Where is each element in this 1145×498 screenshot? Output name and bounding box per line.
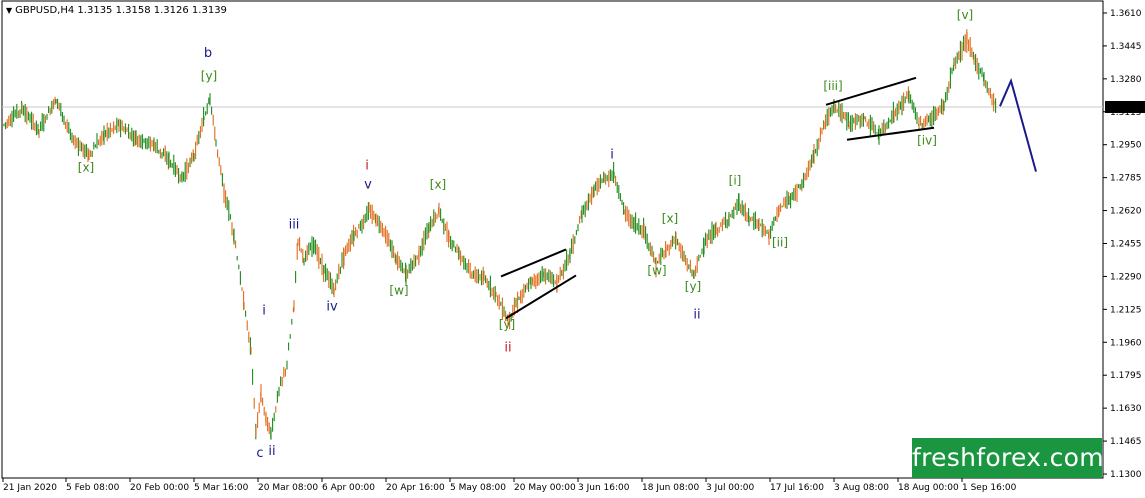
ohlc-values: 1.3135 1.3158 1.3126 1.3139 [77, 5, 227, 16]
y-tick-label: 1.3280 [1110, 75, 1142, 85]
x-tick-label: 18 Jun 08:00 [642, 483, 699, 493]
price-tag-label: 1.3139 [1109, 103, 1141, 113]
x-tick-label: 18 Aug 00:00 [898, 483, 959, 493]
x-tick-label: 3 Aug 08:00 [834, 483, 889, 493]
wave-label: v [364, 178, 372, 193]
symbol-label: GBPUSD,H4 [15, 5, 75, 16]
y-tick-label: 1.2785 [1110, 174, 1142, 184]
wave-label: c [256, 446, 263, 461]
forecast-arrow [999, 77, 1037, 172]
wave-label: iv [326, 299, 338, 314]
x-tick-label: 5 Mar 16:00 [194, 483, 249, 493]
wave-label: [v] [957, 8, 973, 22]
wave-label: i [610, 148, 614, 163]
wave-label: i [365, 159, 369, 174]
y-tick-label: 1.2620 [1110, 207, 1142, 217]
wave-label: iii [289, 218, 300, 233]
x-tick-label: 17 Jul 16:00 [770, 483, 824, 493]
y-tick-label: 1.1630 [1110, 404, 1142, 414]
wave-label: [iv] [917, 134, 937, 148]
wave-label: [iii] [823, 79, 842, 93]
wave-label: [w] [389, 283, 408, 297]
y-tick-label: 1.2950 [1110, 141, 1142, 151]
wave-label: [ii] [772, 235, 788, 249]
wave-label: b [204, 46, 212, 61]
x-tick-label: 5 May 08:00 [450, 483, 506, 493]
price-tag-box [1105, 100, 1145, 113]
channel-line [825, 76, 917, 106]
wave-label: [y] [201, 69, 217, 83]
y-tick-label: 1.1795 [1110, 371, 1142, 381]
y-tick-label: 1.2290 [1110, 272, 1142, 282]
x-tick-label: 1 Sep 16:00 [962, 483, 1017, 493]
y-tick-label: 1.2455 [1110, 239, 1142, 249]
y-tick-label: 1.1300 [1110, 470, 1142, 480]
triangle-down-icon[interactable]: ▼ [6, 6, 13, 15]
x-tick-label: 20 May 00:00 [514, 483, 576, 493]
x-tick-label: 21 Jan 2020 [3, 483, 57, 493]
x-tick-label: 20 Apr 16:00 [386, 483, 445, 493]
x-tick-label: 3 Jun 16:00 [578, 483, 630, 493]
x-tick-label: 5 Feb 08:00 [66, 483, 120, 493]
y-tick-label: 1.3445 [1110, 42, 1142, 52]
x-tick-label: 20 Feb 00:00 [130, 483, 189, 493]
wave-label: [y] [685, 279, 701, 293]
channel-line [505, 274, 577, 320]
plot-frame [1, 0, 1104, 479]
wave-label: [x] [662, 212, 678, 226]
x-tick-label: 6 Apr 00:00 [322, 483, 375, 493]
wave-label: [x] [430, 178, 446, 192]
channel-line [500, 248, 567, 278]
wave-label: ii [504, 340, 511, 355]
x-tick-label: 3 Jul 00:00 [706, 483, 755, 493]
wave-label: i [262, 303, 266, 318]
wave-label: [x] [78, 161, 94, 175]
wave-label: ii [693, 307, 700, 322]
wave-label: ii [268, 444, 275, 459]
wave-label: [w] [647, 263, 666, 277]
wave-label: [y] [499, 317, 515, 331]
y-tick-label: 1.2125 [1110, 305, 1142, 315]
y-tick-label: 1.1465 [1110, 437, 1142, 447]
channel-line [846, 126, 935, 141]
watermark-logo: freshforex.com [912, 438, 1104, 478]
symbol-bar: ▼ GBPUSD,H4 1.3135 1.3158 1.3126 1.3139 [6, 5, 227, 16]
x-tick-label: 20 Mar 08:00 [258, 483, 318, 493]
wave-label: [i] [729, 174, 742, 188]
y-tick-label: 1.3610 [1110, 9, 1142, 19]
y-tick-label: 1.1960 [1110, 338, 1142, 348]
